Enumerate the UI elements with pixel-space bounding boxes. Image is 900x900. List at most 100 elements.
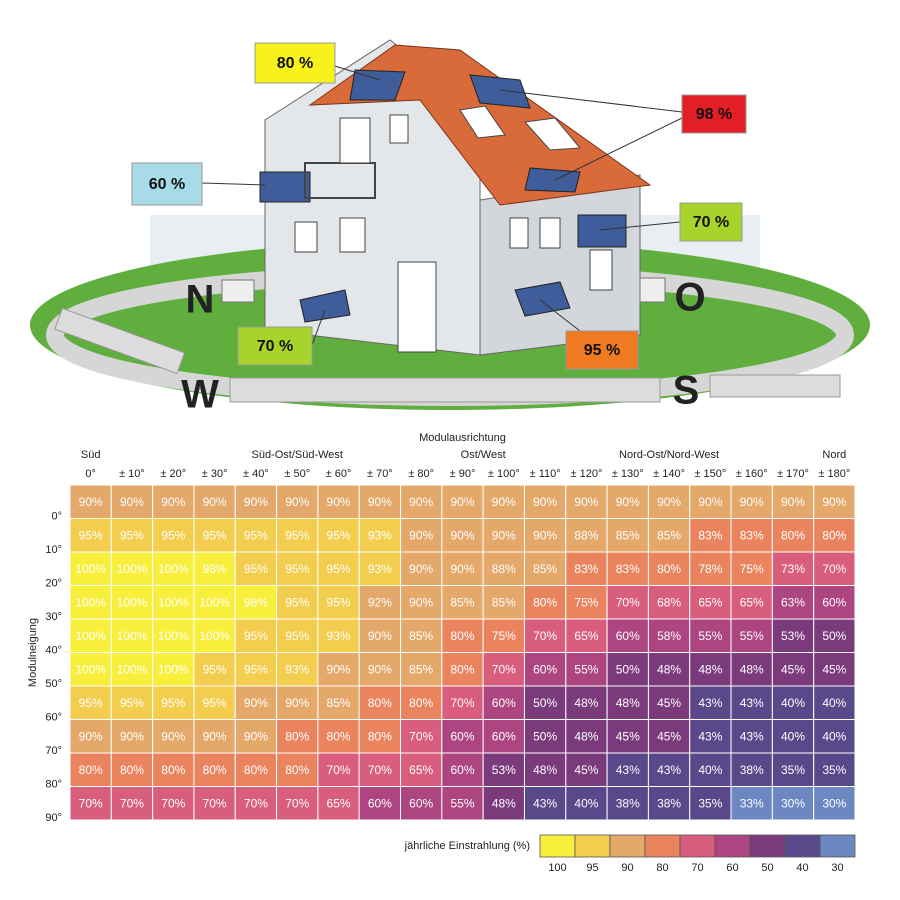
cell-text: 70% <box>79 796 103 810</box>
cell-text: 90% <box>698 495 722 509</box>
cell-text: 83% <box>616 562 640 576</box>
cell <box>358 786 402 821</box>
cell <box>730 652 773 687</box>
cell-text: 100% <box>199 595 230 609</box>
cell-text: 88% <box>492 562 516 576</box>
cell-text: 60% <box>450 763 474 777</box>
cell-text: 95% <box>285 595 309 609</box>
cell-text: 100% <box>75 629 106 643</box>
cell <box>647 719 691 754</box>
cell-text: 88% <box>574 528 598 542</box>
cell-text: 75% <box>492 629 516 643</box>
cell <box>358 551 402 586</box>
direction-label: Nord <box>822 449 846 461</box>
legend-tick: 30 <box>831 862 843 874</box>
cell-text: 45% <box>616 729 640 743</box>
cell-text: 53% <box>781 629 805 643</box>
legend-tick: 70 <box>691 862 703 874</box>
cell <box>441 719 484 754</box>
cell <box>69 618 112 653</box>
direction-label: Nord-Ost/Nord-West <box>619 449 719 461</box>
cell <box>482 685 525 720</box>
cell-text: 45% <box>657 696 681 710</box>
label-box <box>681 94 747 134</box>
column-header: ± 30° <box>202 468 228 480</box>
cell-text: 55% <box>450 796 474 810</box>
cell <box>730 786 773 821</box>
cell-text: 100% <box>75 562 106 576</box>
cell-text: 85% <box>492 595 516 609</box>
cell-text: 60% <box>409 796 433 810</box>
cell-text: 93% <box>327 629 351 643</box>
cell <box>441 618 484 653</box>
row-label: 20° <box>45 578 62 590</box>
cell-text: 48% <box>657 662 681 676</box>
cell-text: 33% <box>740 796 764 810</box>
cell <box>523 518 567 553</box>
column-header: ± 110° <box>530 468 561 480</box>
label-text: 98 % <box>696 106 732 123</box>
cell-text: 60% <box>492 696 516 710</box>
cell-text: 95% <box>244 528 268 542</box>
cell-text: 95% <box>327 528 351 542</box>
cell <box>110 719 154 754</box>
cell <box>400 786 443 821</box>
cell-text: 100% <box>158 562 189 576</box>
column-header: ± 160° <box>736 468 768 480</box>
cell <box>606 585 649 620</box>
cell-text: 95% <box>285 562 309 576</box>
cell <box>317 484 360 519</box>
cell <box>234 652 278 687</box>
row-label: 40° <box>45 645 62 657</box>
cell <box>193 484 236 519</box>
cell <box>317 585 360 620</box>
cell <box>482 551 525 586</box>
cell-text: 70% <box>822 562 846 576</box>
cell-text: 60% <box>368 796 392 810</box>
cell <box>730 518 773 553</box>
cell <box>110 618 154 653</box>
cell-text: 80% <box>203 763 227 777</box>
cell <box>523 719 567 754</box>
compass-letter: N <box>186 278 215 322</box>
cell <box>193 752 236 787</box>
label-text: 95 % <box>584 342 620 359</box>
cell-text: 40% <box>574 796 598 810</box>
cell <box>606 685 649 720</box>
cell-text: 90% <box>409 595 433 609</box>
cell-text: 40% <box>698 763 722 777</box>
cell-text: 65% <box>327 796 351 810</box>
row-label: 90° <box>45 812 62 824</box>
cell-text: 85% <box>616 528 640 542</box>
cell <box>482 752 525 787</box>
cell <box>813 685 856 720</box>
column-header: ± 130° <box>612 468 644 480</box>
cell <box>441 484 484 519</box>
cell-text: 60% <box>450 729 474 743</box>
cell <box>689 786 732 821</box>
cell-text: 100% <box>158 595 189 609</box>
table-title: Modulausrichtung <box>419 432 506 444</box>
cell <box>358 518 402 553</box>
column-header: 0° <box>85 468 96 480</box>
cell-text: 68% <box>657 595 681 609</box>
cell <box>317 786 360 821</box>
cell-text: 90% <box>203 495 227 509</box>
cell-text: 43% <box>740 729 764 743</box>
cell <box>730 585 773 620</box>
cell <box>565 551 608 586</box>
cell-text: 60% <box>616 629 640 643</box>
cell <box>400 618 443 653</box>
cell-text: 92% <box>368 595 392 609</box>
row-label: 60° <box>45 712 62 724</box>
cell <box>647 786 691 821</box>
cell-text: 95% <box>120 528 144 542</box>
cell <box>193 585 236 620</box>
cell-text: 90% <box>450 495 474 509</box>
cell <box>730 752 773 787</box>
legend-swatch <box>819 834 856 858</box>
cell-text: 90% <box>657 495 681 509</box>
cell-text: 60% <box>822 595 846 609</box>
cell <box>771 618 815 653</box>
cell-text: 95% <box>327 595 351 609</box>
